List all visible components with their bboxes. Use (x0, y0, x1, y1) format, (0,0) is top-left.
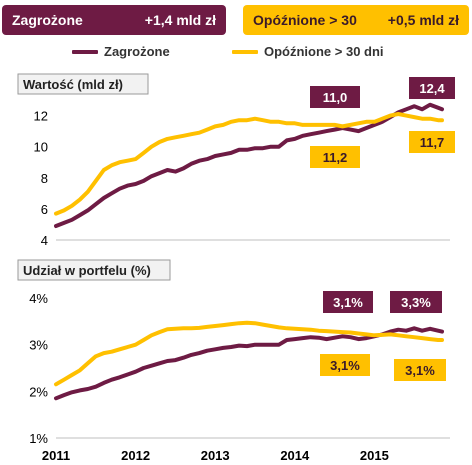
tag-zagrozone-value: +1,4 mld zł (144, 12, 216, 28)
y-tick-label: 12 (34, 109, 48, 124)
panel-title-box-1 (17, 73, 149, 95)
x-tick-label: 2012 (121, 448, 150, 463)
x-tick-label: 2011 (42, 448, 70, 463)
x-tick-label: 2013 (201, 448, 230, 463)
panel-title-1: Wartość (mld zł) (23, 77, 123, 92)
x-tick-label: 2015 (360, 448, 389, 463)
legend-label-zagrozone: Zagrożone (104, 44, 170, 59)
series-line-zagrozone-2 (54, 326, 444, 401)
data-label-box (409, 77, 455, 99)
data-label-box (323, 291, 373, 313)
data-label-box (320, 354, 370, 376)
y-tick-label: 1% (29, 431, 48, 446)
data-label: 3,3% (401, 295, 431, 310)
series-line-opoznione-1 (54, 112, 444, 216)
panel-title-2: Udział w portfelu (%) (23, 263, 151, 278)
data-label: 11,2 (323, 150, 348, 165)
tag-opoznione: Opóźnione > 30 +0,5 mld zł (243, 5, 469, 35)
legend-label-opoznione: Opóźnione > 30 dni (264, 44, 384, 59)
legend: Zagrożone Opóźnione > 30 dni (0, 44, 472, 62)
x-tick-label: 2014 (280, 448, 310, 463)
data-label: 11,0 (323, 90, 348, 105)
tag-zagrozone: Zagrożone +1,4 mld zł (2, 5, 226, 35)
y-tick-label: 2% (29, 384, 48, 399)
tag-zagrozone-label: Zagrożone (12, 12, 83, 28)
panel-title-box-2 (17, 259, 171, 281)
data-label: 12,4 (419, 81, 445, 96)
data-label-box (390, 291, 442, 313)
data-label-box (409, 131, 455, 153)
data-label: 3,1% (333, 295, 363, 310)
legend-item-zagrozone: Zagrożone (72, 44, 170, 59)
data-label-box (310, 86, 360, 108)
y-tick-label: 6 (41, 202, 48, 217)
series-line-zagrozone-1 (54, 102, 444, 228)
data-label: 11,7 (420, 135, 445, 150)
legend-swatch-zagrozone (72, 49, 98, 54)
data-label-box (310, 146, 360, 168)
y-tick-label: 4 (41, 233, 48, 248)
y-tick-label: 10 (34, 140, 48, 155)
y-tick-label: 8 (41, 171, 48, 186)
data-label: 3,1% (330, 358, 360, 373)
legend-item-opoznione: Opóźnione > 30 dni (232, 44, 384, 59)
legend-swatch-opoznione (232, 49, 258, 54)
data-label-box (394, 359, 446, 381)
y-tick-label: 3% (29, 338, 48, 353)
data-label: 3,1% (405, 363, 435, 378)
tag-opoznione-value: +0,5 mld zł (387, 12, 459, 28)
y-tick-label: 4% (29, 291, 48, 306)
tag-opoznione-label: Opóźnione > 30 (253, 12, 357, 28)
series-line-opoznione-2 (54, 320, 444, 387)
